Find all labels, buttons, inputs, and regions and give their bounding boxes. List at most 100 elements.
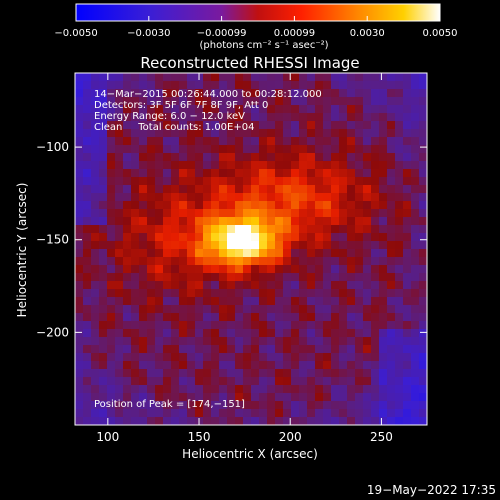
heatmap-cell <box>331 377 340 386</box>
heatmap-cell <box>147 345 156 354</box>
heatmap-cell <box>379 121 388 130</box>
heatmap-cell <box>259 329 268 338</box>
heatmap-cell <box>339 329 348 338</box>
heatmap-cell <box>411 97 420 106</box>
heatmap-cell <box>331 393 340 402</box>
heatmap-cell <box>307 289 316 298</box>
heatmap-cell <box>307 273 316 282</box>
heatmap-cell <box>203 217 212 226</box>
heatmap-cell <box>211 121 220 130</box>
heatmap-cell <box>163 89 172 98</box>
heatmap-cell <box>323 153 332 162</box>
heatmap-cell <box>195 249 204 258</box>
heatmap-cell <box>139 161 148 170</box>
heatmap-cell <box>211 161 220 170</box>
heatmap-cell <box>203 377 212 386</box>
heatmap-cell <box>131 313 140 322</box>
heatmap-cell <box>163 161 172 170</box>
heatmap-cell <box>307 129 316 138</box>
heatmap-cell <box>259 313 268 322</box>
heatmap-cell <box>171 249 180 258</box>
heatmap-cell <box>315 105 324 114</box>
heatmap-cell <box>123 185 132 194</box>
heatmap-cell <box>291 377 300 386</box>
heatmap-cell <box>395 121 404 130</box>
heatmap-cell <box>323 209 332 218</box>
heatmap-cell <box>363 393 372 402</box>
heatmap-cell <box>75 249 84 258</box>
heatmap-cell <box>371 361 380 370</box>
heatmap-cell <box>347 193 356 202</box>
heatmap-cell <box>163 225 172 234</box>
heatmap-cell <box>419 113 428 122</box>
heatmap-cell <box>131 105 140 114</box>
heatmap-cell <box>315 417 324 426</box>
heatmap-cell <box>251 73 260 82</box>
heatmap-cell <box>115 153 124 162</box>
heatmap-cell <box>171 265 180 274</box>
heatmap-cell <box>155 337 164 346</box>
heatmap-cell <box>171 377 180 386</box>
heatmap-cell <box>379 345 388 354</box>
heatmap-cell <box>355 137 364 146</box>
heatmap-cell <box>419 97 428 106</box>
heatmap-cell <box>211 337 220 346</box>
heatmap-cell <box>403 241 412 250</box>
heatmap-cell <box>139 249 148 258</box>
heatmap-cell <box>91 393 100 402</box>
heatmap-cell <box>331 209 340 218</box>
heatmap-cell <box>211 401 220 410</box>
heatmap-cell <box>363 137 372 146</box>
heatmap-cell <box>283 89 292 98</box>
heatmap-cell <box>211 193 220 202</box>
heatmap-cell <box>227 377 236 386</box>
heatmap-cell <box>171 169 180 178</box>
heatmap-cell <box>395 217 404 226</box>
heatmap-cell <box>227 369 236 378</box>
heatmap-cell <box>307 369 316 378</box>
heatmap-cell <box>291 361 300 370</box>
heatmap-cell <box>91 321 100 330</box>
heatmap-cell <box>363 353 372 362</box>
colorbar-tick-label: −0.00099 <box>197 28 247 39</box>
heatmap-cell <box>235 185 244 194</box>
heatmap-cell <box>251 321 260 330</box>
heatmap-cell <box>139 385 148 394</box>
heatmap-cell <box>123 209 132 218</box>
heatmap-cell <box>187 137 196 146</box>
heatmap-cell <box>123 81 132 90</box>
heatmap-cell <box>403 113 412 122</box>
heatmap-cell <box>411 289 420 298</box>
heatmap-cell <box>131 305 140 314</box>
heatmap-cell <box>131 169 140 178</box>
heatmap-cell <box>75 393 84 402</box>
heatmap-cell <box>75 137 84 146</box>
heatmap-cell <box>291 145 300 154</box>
heatmap-cell <box>331 129 340 138</box>
heatmap-cell <box>379 225 388 234</box>
heatmap-cell <box>187 329 196 338</box>
heatmap-cell <box>275 201 284 210</box>
heatmap-cell <box>155 233 164 242</box>
heatmap-cell <box>83 281 92 290</box>
heatmap-cell <box>139 297 148 306</box>
heatmap-cell <box>131 409 140 418</box>
heatmap-cell <box>91 369 100 378</box>
heatmap-cell <box>315 385 324 394</box>
heatmap-cell <box>411 153 420 162</box>
heatmap-cell <box>99 385 108 394</box>
heatmap-cell <box>331 281 340 290</box>
heatmap-cell <box>419 273 428 282</box>
heatmap-cell <box>99 137 108 146</box>
heatmap-cell <box>331 161 340 170</box>
heatmap-cell <box>91 353 100 362</box>
heatmap-cell <box>83 393 92 402</box>
heatmap-cell <box>211 185 220 194</box>
heatmap-cell <box>347 377 356 386</box>
heatmap-cell <box>155 289 164 298</box>
heatmap-cell <box>363 361 372 370</box>
heatmap-cell <box>251 193 260 202</box>
heatmap-cell <box>179 225 188 234</box>
heatmap-cell <box>259 137 268 146</box>
heatmap-cell <box>355 337 364 346</box>
